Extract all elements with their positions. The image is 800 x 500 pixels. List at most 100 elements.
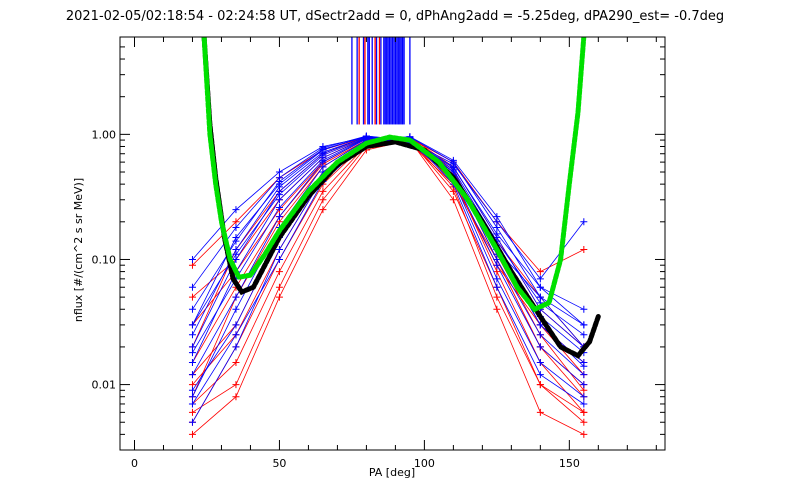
red-point [275,268,283,276]
blue-point [275,213,283,221]
x-axis-label: PA [deg] [369,466,415,479]
blue-point [232,331,240,339]
blue-point [188,331,196,339]
red-point [493,293,501,301]
blue-point [580,371,588,379]
blue-point [275,204,283,212]
blue-point [536,371,544,379]
red-point [232,381,240,389]
blue-point [449,156,457,164]
blue-point [232,305,240,313]
blue-point [580,400,588,408]
blue-point [493,275,501,283]
plot-frame [119,36,666,451]
red-point [580,246,588,254]
blue-point [188,400,196,408]
blue-point [536,283,544,291]
blue-point [493,230,501,238]
red-point [536,268,544,276]
red-point [580,408,588,416]
blue-point [188,321,196,329]
blue-point [232,206,240,214]
blue-point [580,362,588,370]
blue-point [580,393,588,401]
blue-point [188,255,196,263]
blue-point [232,343,240,351]
blue-point [188,349,196,357]
red-trace [192,136,585,397]
red-point [493,305,501,313]
red-point [319,187,327,195]
blue-point [536,359,544,367]
blue-point [188,305,196,313]
blue-point [536,275,544,283]
blue-point [275,191,283,199]
red-trace [192,138,585,363]
red-trace [192,136,585,375]
blue-point [536,321,544,329]
red-point [275,293,283,301]
red-point [232,359,240,367]
blue-trace [192,137,585,405]
blue-trace [192,137,585,385]
red-trace [192,136,585,385]
blue-point [580,331,588,339]
y-axis-label: nflux [#/(cm^2 s sr MeV)] [72,178,85,322]
chart-title: 2021-02-05/02:18:54 - 02:24:58 UT, dSect… [66,9,724,24]
blue-point [319,151,327,159]
blue-point [188,371,196,379]
blue-trace [192,136,585,397]
blue-point [580,218,588,226]
blue-point [275,255,283,263]
red-point [188,430,196,438]
blue-trace [192,135,585,288]
red-point [536,408,544,416]
blue-point [232,250,240,258]
blue-point [493,213,501,221]
blue-point [580,305,588,313]
blue-point [188,418,196,426]
blue-point [188,386,196,394]
x-tick-label: 50 [272,457,286,470]
red-point [275,283,283,291]
red-point [188,293,196,301]
y-tick-label: 0.10 [92,253,117,266]
blue-point [536,331,544,339]
blue-point [232,321,240,329]
x-tick-label: 0 [131,457,138,470]
x-tick-label: 100 [414,457,435,470]
blue-point [580,321,588,329]
blue-trace [192,136,585,353]
blue-trace [192,137,585,367]
green-fit-curve [201,37,587,313]
blue-point [536,343,544,351]
red-point [188,408,196,416]
red-point [449,196,457,204]
blue-point [449,164,457,172]
blue-point [275,246,283,254]
blue-trace [192,135,585,348]
blue-trace [192,136,585,375]
blue-point [232,237,240,245]
red-point [536,381,544,389]
blue-point [493,261,501,269]
blue-point [188,393,196,401]
blue-point [188,283,196,291]
blue-point [188,359,196,367]
blue-trace [192,136,585,391]
blue-point [580,381,588,389]
red-point [493,268,501,276]
red-point [232,393,240,401]
blue-point [493,283,501,291]
x-tick-label: 150 [559,457,580,470]
blue-point [232,293,240,301]
y-tick-label: 1.00 [92,128,117,141]
red-point [580,418,588,426]
red-point [319,206,327,214]
y-tick-label: 0.01 [92,379,117,392]
blue-point [275,177,283,185]
red-point [319,196,327,204]
blue-point [319,145,327,153]
